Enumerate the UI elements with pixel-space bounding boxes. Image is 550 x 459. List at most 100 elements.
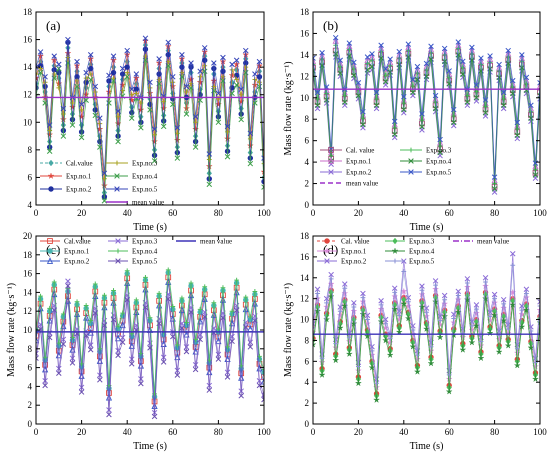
chart-panel-d: 0 20 40 60 80 100 0 2 4 6 8 10 12 14 16 18 Time (s) Mass … bbox=[283, 231, 547, 452]
data-point bbox=[495, 348, 503, 355]
data-point bbox=[74, 299, 80, 305]
y-tick-label: 4 bbox=[28, 200, 33, 210]
data-point bbox=[445, 375, 453, 383]
data-point bbox=[519, 307, 525, 313]
legend-label: Exp.no.1 bbox=[346, 158, 372, 166]
data-point bbox=[147, 107, 153, 113]
y-axis: 0 2 4 6 8 10 12 14 16 18 20 bbox=[23, 231, 264, 429]
legend-item: Exp.no.4 bbox=[400, 158, 452, 166]
data-point bbox=[69, 122, 76, 128]
data-point bbox=[536, 82, 540, 89]
data-point bbox=[261, 161, 264, 167]
data-point bbox=[405, 41, 412, 47]
data-point bbox=[314, 286, 321, 293]
data-point bbox=[60, 311, 66, 317]
data-point bbox=[124, 64, 130, 70]
data-point bbox=[83, 69, 89, 76]
x-tick-label: 40 bbox=[399, 427, 409, 437]
data-point bbox=[365, 317, 370, 322]
data-point bbox=[78, 389, 85, 395]
plot-area bbox=[36, 267, 264, 420]
data-point bbox=[491, 174, 498, 180]
data-point bbox=[261, 374, 264, 380]
data-point bbox=[260, 377, 264, 385]
legend-marker bbox=[408, 158, 414, 164]
series-6 bbox=[313, 262, 540, 386]
data-point bbox=[518, 310, 526, 318]
data-point bbox=[451, 316, 457, 321]
legend-marker bbox=[114, 173, 120, 179]
data-point bbox=[391, 305, 399, 313]
data-point bbox=[197, 74, 203, 80]
legend-label: Exp.no.2 bbox=[341, 258, 367, 266]
x-axis: 0 20 40 60 80 100 bbox=[34, 236, 271, 437]
data-point bbox=[391, 285, 398, 291]
data-point bbox=[342, 281, 348, 287]
data-point bbox=[215, 119, 222, 126]
data-point bbox=[120, 310, 126, 316]
data-point bbox=[124, 47, 130, 54]
data-point bbox=[88, 318, 94, 323]
data-point bbox=[404, 314, 412, 322]
data-point bbox=[445, 387, 453, 395]
data-point bbox=[383, 72, 389, 78]
data-point bbox=[36, 64, 39, 70]
data-point bbox=[215, 114, 222, 120]
data-point bbox=[119, 334, 126, 341]
y-axis-title: Mass flow rate (kg·s⁻¹) bbox=[283, 61, 294, 155]
y-tick-label: 16 bbox=[23, 269, 33, 279]
x-tick-label: 40 bbox=[123, 427, 133, 437]
legend-marker bbox=[323, 247, 331, 254]
data-point bbox=[419, 287, 425, 293]
data-point bbox=[92, 89, 98, 95]
series-5 bbox=[36, 57, 264, 204]
data-point bbox=[79, 107, 84, 113]
data-point bbox=[179, 295, 185, 301]
data-point bbox=[42, 382, 48, 389]
data-point bbox=[192, 144, 199, 150]
data-point bbox=[42, 74, 48, 80]
data-point bbox=[252, 71, 258, 77]
data-point bbox=[441, 292, 448, 299]
legend-item: mean value bbox=[106, 199, 164, 207]
legend-label: Exp.no.5 bbox=[132, 186, 158, 194]
legend-item: Cal. value bbox=[317, 238, 369, 246]
plot-area bbox=[313, 251, 540, 403]
data-point bbox=[224, 153, 231, 160]
data-point bbox=[88, 71, 94, 77]
data-point bbox=[324, 300, 330, 306]
data-point bbox=[469, 44, 475, 51]
data-point bbox=[313, 325, 316, 331]
data-point bbox=[42, 378, 48, 384]
data-point bbox=[252, 317, 258, 324]
y-tick-label: 4 bbox=[305, 157, 310, 167]
data-point bbox=[313, 320, 316, 327]
data-point bbox=[206, 151, 213, 157]
data-point bbox=[364, 312, 371, 319]
series-4 bbox=[36, 278, 264, 416]
data-point bbox=[56, 61, 62, 68]
data-point bbox=[464, 276, 471, 282]
x-tick-label: 80 bbox=[490, 208, 500, 218]
data-point bbox=[354, 367, 362, 374]
data-point bbox=[114, 334, 122, 342]
legend-label: mean value bbox=[200, 238, 232, 246]
data-point bbox=[156, 315, 162, 322]
data-point bbox=[243, 64, 249, 70]
x-axis-title: Time (s) bbox=[410, 441, 444, 452]
data-point bbox=[442, 297, 448, 303]
data-point bbox=[56, 370, 62, 376]
data-point bbox=[138, 380, 144, 387]
data-point bbox=[319, 355, 325, 361]
x-tick-label: 60 bbox=[445, 427, 455, 437]
data-point bbox=[64, 49, 72, 57]
data-point bbox=[355, 80, 362, 86]
data-point bbox=[373, 396, 381, 403]
legend-marker bbox=[115, 248, 121, 254]
data-point bbox=[469, 323, 475, 329]
data-point bbox=[533, 359, 538, 365]
x-tick-label: 80 bbox=[214, 208, 224, 218]
data-point bbox=[261, 184, 264, 190]
data-point bbox=[324, 91, 330, 96]
data-point bbox=[346, 40, 353, 46]
